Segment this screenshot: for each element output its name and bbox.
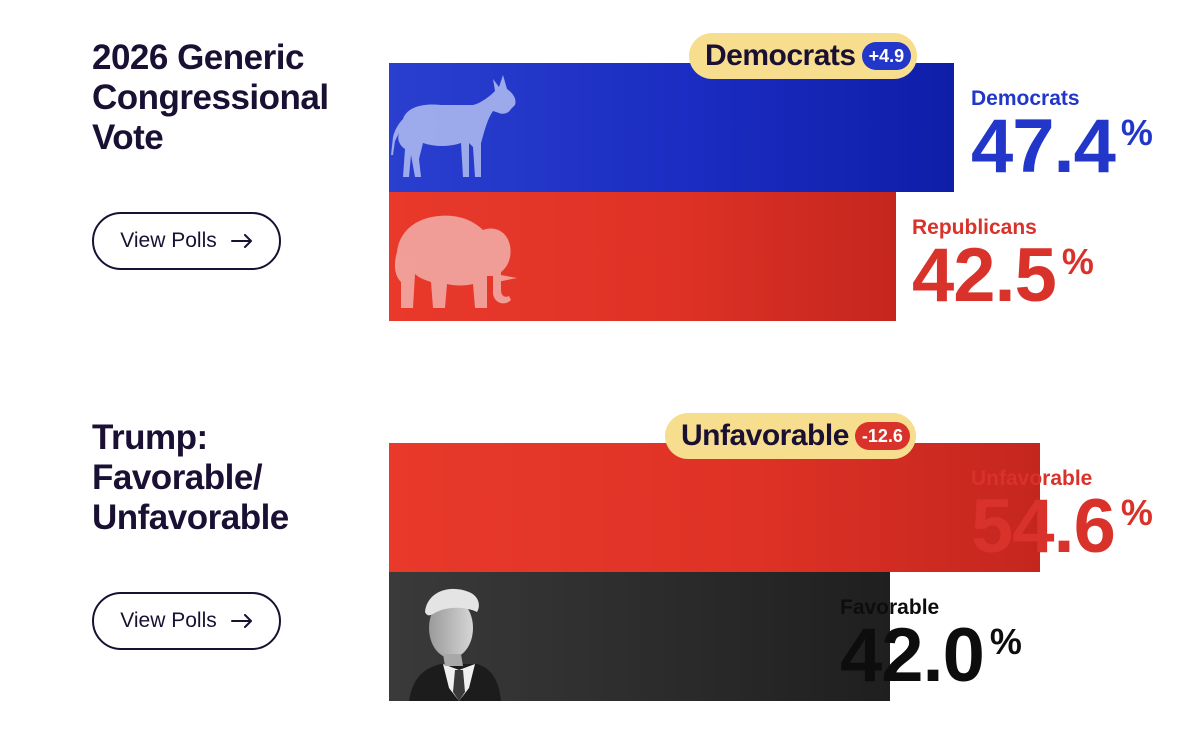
data-label-unfavorable: 54.6% bbox=[971, 484, 1153, 569]
panel-title: 2026 Generic Congressional Vote bbox=[92, 38, 329, 157]
value-favorable: Favorable 42.0% bbox=[840, 596, 1022, 698]
view-polls-button[interactable]: View Polls bbox=[92, 212, 281, 270]
portrait-icon bbox=[409, 588, 501, 701]
value-democrats: Democrats 47.4% bbox=[971, 87, 1153, 189]
series-label-unfavorable: Unfavorable bbox=[971, 467, 1093, 490]
trump-favorability-panel: Trump: Favorable/ Unfavorable View Polls… bbox=[0, 380, 1200, 720]
bar-republicans bbox=[389, 192, 896, 321]
bar-favorable bbox=[389, 572, 890, 701]
lead-badge-label: Democrats bbox=[705, 39, 856, 72]
elephant-icon bbox=[394, 215, 517, 308]
series-label-democrats: Democrats bbox=[971, 87, 1080, 110]
generic-vote-panel: 2026 Generic Congressional Vote View Pol… bbox=[0, 0, 1200, 340]
lead-margin-pill: -12.6 bbox=[854, 422, 910, 450]
lead-margin-pill: +4.9 bbox=[861, 42, 912, 70]
data-label-favorable: 42.0% bbox=[840, 613, 1022, 698]
view-polls-label: View Polls bbox=[120, 609, 217, 632]
series-label-favorable: Favorable bbox=[840, 596, 940, 619]
view-polls-button[interactable]: View Polls bbox=[92, 592, 281, 650]
lead-badge-label: Unfavorable bbox=[681, 419, 849, 452]
panel-title: Trump: Favorable/ Unfavorable bbox=[92, 418, 289, 537]
bar-unfavorable bbox=[389, 443, 1040, 572]
lead-badge: Democrats +4.9 bbox=[689, 33, 918, 79]
lead-badge: Unfavorable -12.6 bbox=[665, 413, 916, 459]
value-unfavorable: Unfavorable 54.6% bbox=[971, 467, 1153, 569]
view-polls-label: View Polls bbox=[120, 229, 217, 252]
value-republicans: Republicans 42.5% bbox=[912, 216, 1094, 318]
bar-democrats bbox=[389, 63, 954, 192]
arrow-right-icon bbox=[230, 614, 252, 628]
donkey-icon bbox=[391, 75, 516, 177]
data-label-republicans: 42.5% bbox=[912, 233, 1094, 318]
series-label-republicans: Republicans bbox=[912, 216, 1037, 239]
arrow-right-icon bbox=[230, 234, 252, 248]
data-label-democrats: 47.4% bbox=[971, 104, 1153, 189]
